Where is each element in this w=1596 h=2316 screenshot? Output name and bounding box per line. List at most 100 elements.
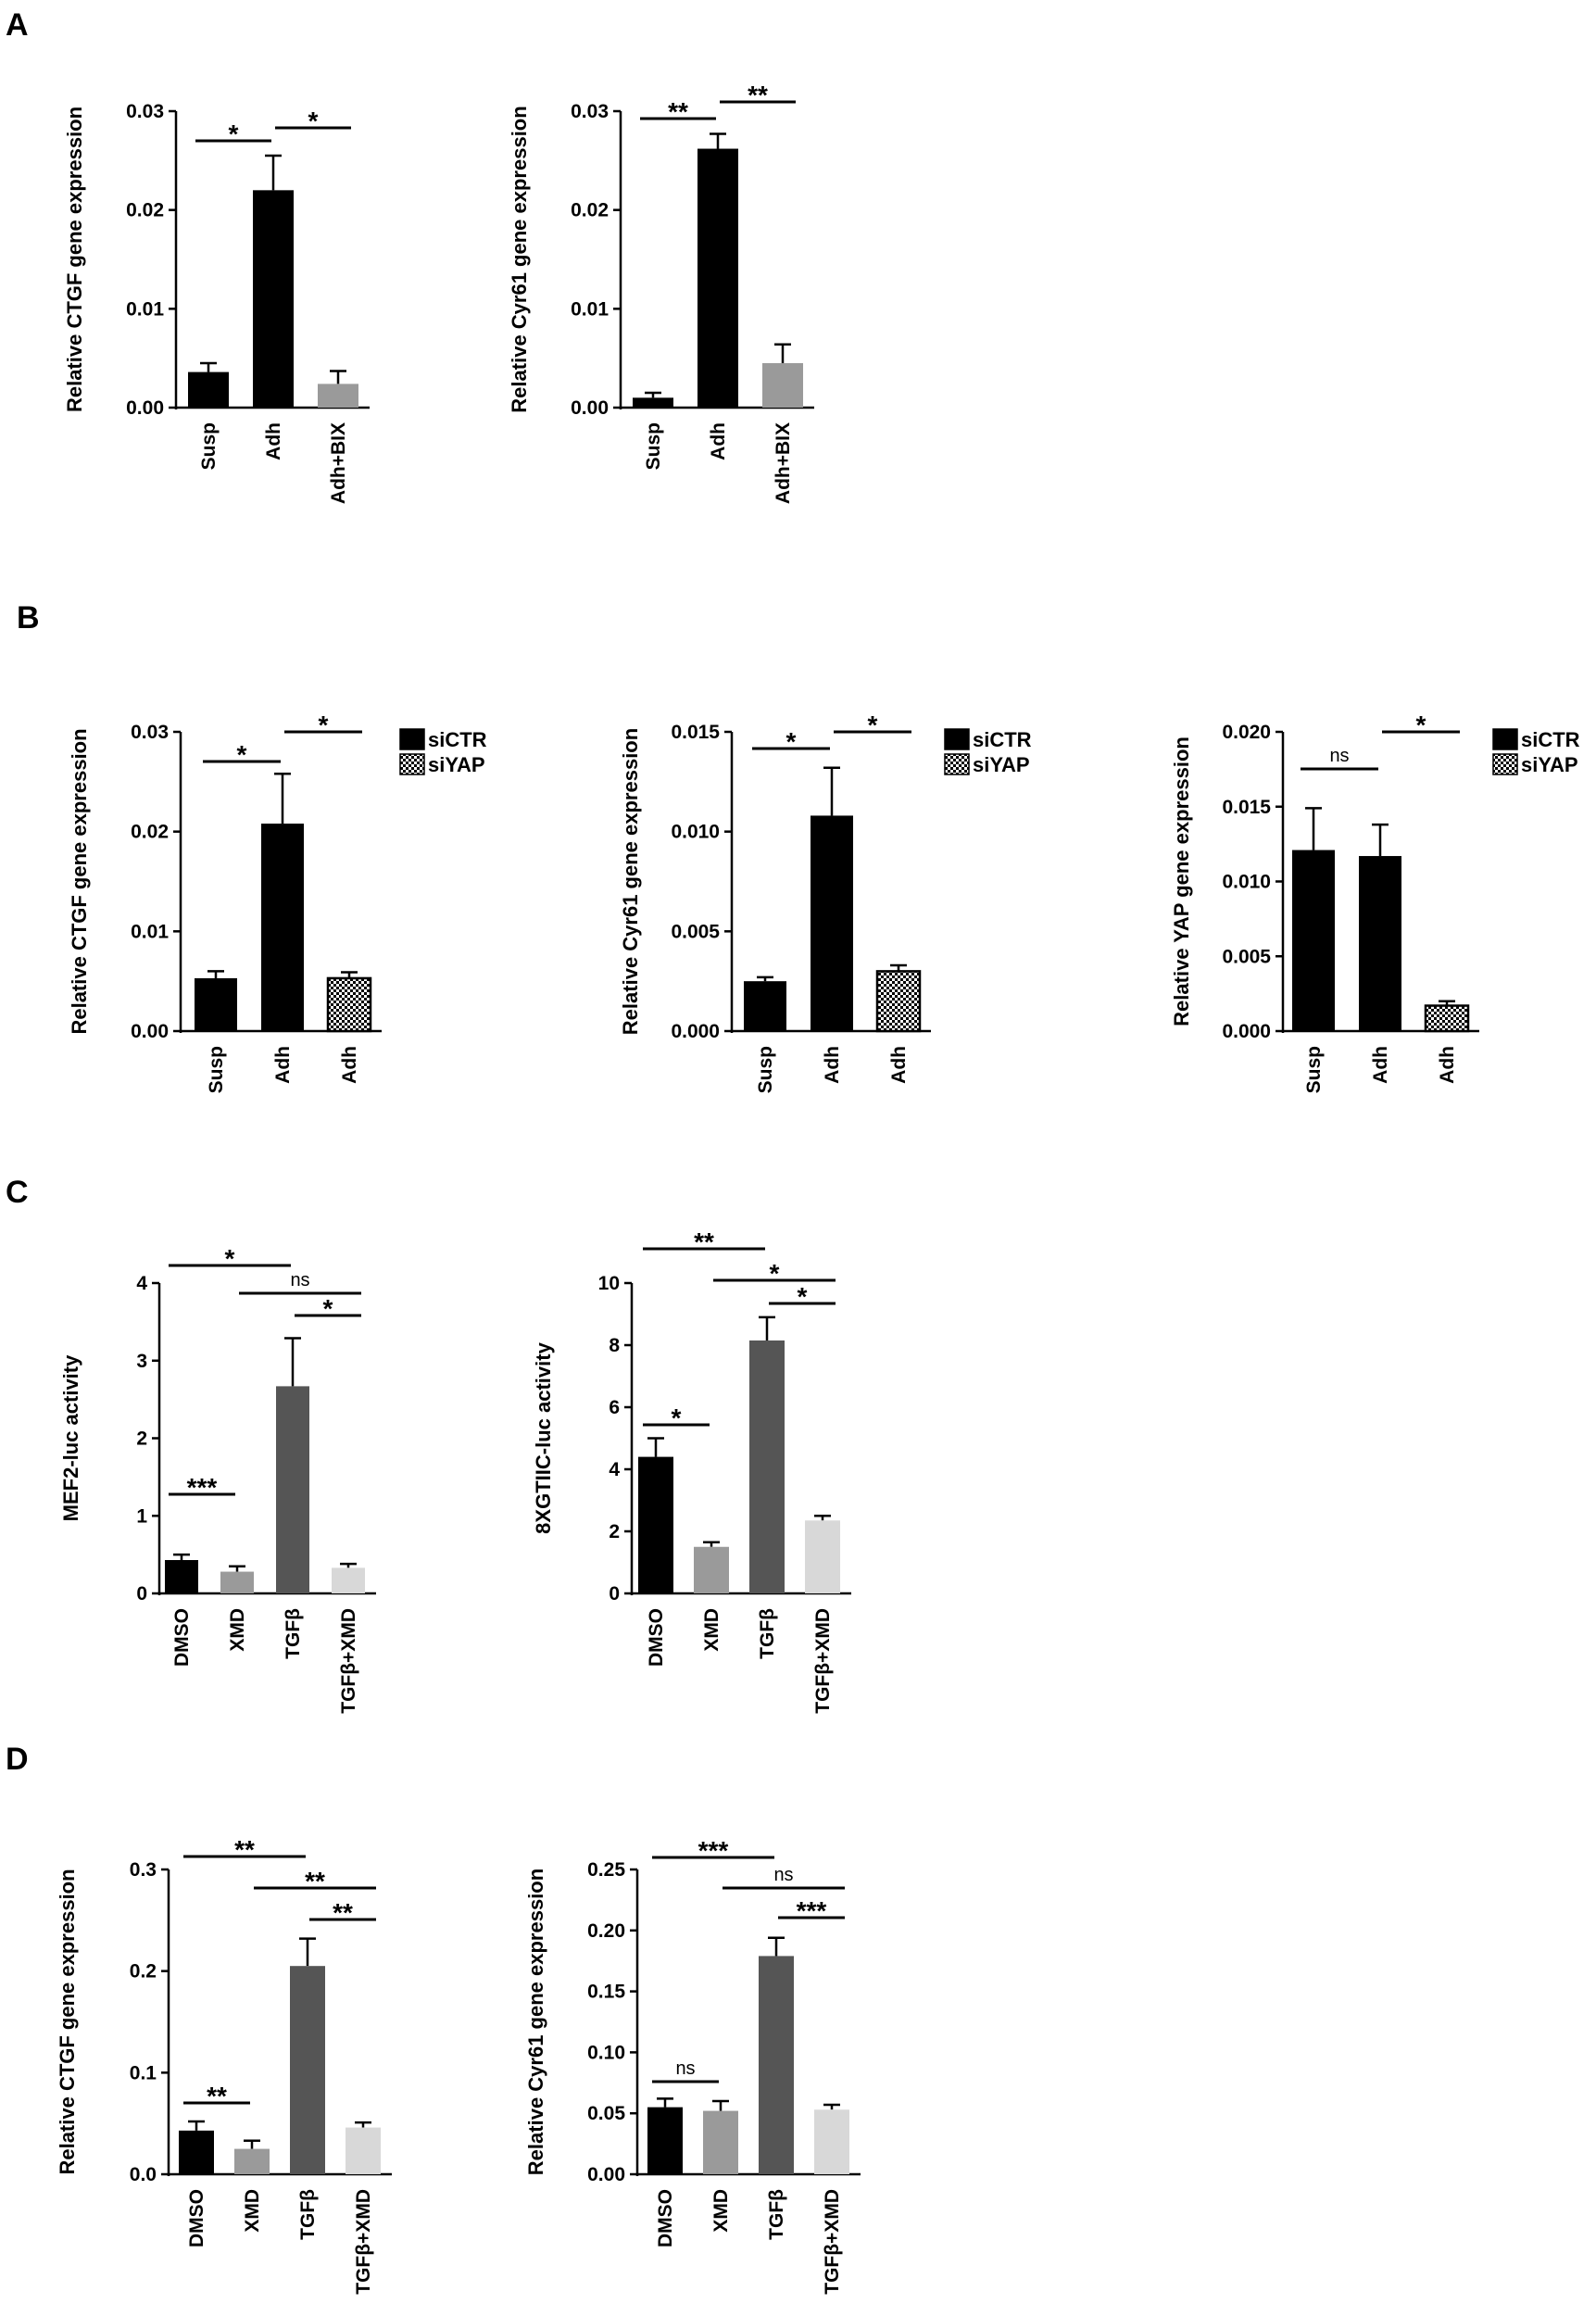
x-tick-label: DMSO <box>655 2189 676 2247</box>
y-axis-title: Relative YAP gene expression <box>1170 736 1193 1026</box>
y-tick-label: 0.01 <box>571 298 609 320</box>
x-tick-label: TGFβ <box>766 2189 787 2240</box>
x-tick-label: Adh <box>888 1046 910 1084</box>
chart-a2: 0.00 0.01 0.02 0.03 Relative Cyr61 gene expr… <box>508 81 814 504</box>
legend-swatch <box>1492 753 1518 775</box>
bar <box>744 981 786 1031</box>
y-tick-label: 0.00 <box>126 397 164 419</box>
significance-label: * <box>225 1244 235 1273</box>
significance-label: * <box>308 107 319 135</box>
chart-b1: 0.00 0.01 0.02 0.03 Relative CTGF gene expre… <box>68 711 487 1093</box>
bar <box>188 371 229 408</box>
y-tick-label: 0.01 <box>126 298 164 320</box>
x-tick-label: Susp <box>1303 1046 1325 1093</box>
significance-label: * <box>770 1259 780 1288</box>
y-tick-label: 0.005 <box>671 921 720 942</box>
significance-label: * <box>868 711 878 739</box>
legend-swatch <box>1492 728 1518 750</box>
significance-label: * <box>786 727 797 756</box>
significance-label: ** <box>668 97 688 126</box>
y-tick-label: 0.1 <box>130 2062 157 2083</box>
y-axis-title: MEF2-luc activity <box>59 1354 82 1521</box>
y-tick-label: 0.00 <box>571 397 609 419</box>
y-tick-label: 0 <box>136 1583 147 1605</box>
y-axis-title: Relative Cyr61 gene expression <box>508 106 531 412</box>
panel-label-a: A <box>6 7 29 43</box>
y-tick-label: 0.25 <box>587 1859 625 1881</box>
significance-label: * <box>319 711 329 739</box>
significance-label: ns <box>1329 746 1349 766</box>
bar <box>253 190 294 408</box>
y-tick-label: 2 <box>609 1521 620 1542</box>
bar <box>318 384 358 408</box>
x-tick-label: DMSO <box>646 1608 667 1667</box>
y-tick-label: 4 <box>609 1459 620 1480</box>
x-tick-label: Adh <box>339 1046 360 1084</box>
legend-label: siYAP <box>428 753 485 776</box>
panel-label-c: C <box>6 1175 29 1210</box>
bar <box>332 1567 365 1593</box>
legend-swatch <box>944 728 970 750</box>
x-tick-label: XMD <box>242 2189 263 2233</box>
bar <box>1359 856 1401 1031</box>
significance-label: ** <box>748 81 768 109</box>
y-tick-label: 1 <box>136 1505 147 1527</box>
y-tick-label: 0.010 <box>1222 872 1271 893</box>
significance-label: *** <box>698 1836 729 1865</box>
x-tick-label: TGFβ+XMD <box>822 2189 843 2295</box>
legend-label: siCTR <box>973 728 1032 751</box>
bar <box>261 824 304 1031</box>
y-tick-label: 0.00 <box>131 1021 169 1042</box>
significance-label: * <box>229 120 239 148</box>
x-tick-label: TGFβ+XMD <box>353 2189 374 2295</box>
significance-label: *** <box>187 1473 218 1502</box>
y-axis-title: Relative CTGF gene expression <box>63 107 86 412</box>
chart-d1: 0.0 0.1 0.2 0.3 Relative CTGF gene expressio… <box>56 1835 392 2295</box>
bar <box>694 1546 729 1593</box>
x-tick-label: XMD <box>710 2189 732 2233</box>
bar <box>749 1340 785 1593</box>
x-tick-label: TGFβ <box>757 1608 778 1659</box>
y-tick-label: 0.000 <box>1222 1021 1271 1042</box>
bar <box>165 1559 198 1593</box>
chart-c1: 0 1 2 3 4 MEF2-luc activity DMSO XMD TGFβ TGFβ+XM… <box>59 1244 376 1714</box>
y-axis-title: 8XGTIIC-luc activity <box>532 1341 555 1533</box>
y-tick-label: 0.015 <box>1222 797 1271 818</box>
significance-label: * <box>672 1403 682 1432</box>
legend-label: siCTR <box>428 728 487 751</box>
significance-label: ns <box>290 1270 309 1290</box>
x-tick-label: Susp <box>198 422 220 470</box>
bar <box>326 976 372 1033</box>
bar <box>762 363 803 408</box>
x-tick-label: XMD <box>227 1608 248 1652</box>
x-tick-label: Adh <box>708 422 729 460</box>
y-tick-label: 0.02 <box>131 822 169 843</box>
bar <box>703 2110 738 2174</box>
chart-a1: 0.00 0.01 0.02 0.03 Relative CTGF gene expre… <box>63 101 370 504</box>
y-axis-title: Relative CTGF gene expression <box>56 1869 79 2174</box>
y-tick-label: 0.0 <box>130 2164 157 2185</box>
x-tick-label: Adh <box>822 1046 843 1084</box>
y-axis-title: Relative Cyr61 gene expression <box>524 1869 547 2175</box>
chart-b3: 0.000 0.005 0.010 0.015 0.020 Relative YAP ge… <box>1170 711 1580 1093</box>
chart-c2: 0 2 4 6 8 10 8XGTIIC-luc activity DMSO XMD TGFβ TG… <box>532 1227 851 1714</box>
y-tick-label: 0.005 <box>1222 946 1271 967</box>
y-axis-title: Relative CTGF gene expression <box>68 728 91 1034</box>
bar <box>220 1571 254 1593</box>
y-tick-label: 0.020 <box>1222 722 1271 743</box>
bar <box>346 2127 381 2174</box>
x-tick-label: TGFβ+XMD <box>812 1608 834 1714</box>
x-tick-label: Susp <box>755 1046 776 1093</box>
y-tick-label: 0.03 <box>126 101 164 122</box>
y-tick-label: 0.000 <box>671 1021 720 1042</box>
x-tick-label: TGFβ <box>297 2189 319 2240</box>
y-tick-label: 0.00 <box>587 2164 625 2185</box>
y-tick-label: 0.010 <box>671 822 720 843</box>
bar <box>697 148 738 409</box>
x-tick-label: DMSO <box>186 2189 207 2247</box>
significance-label: *** <box>797 1896 827 1925</box>
y-tick-label: 6 <box>609 1397 620 1418</box>
y-tick-label: 4 <box>136 1273 147 1294</box>
legend-swatch <box>944 753 970 775</box>
